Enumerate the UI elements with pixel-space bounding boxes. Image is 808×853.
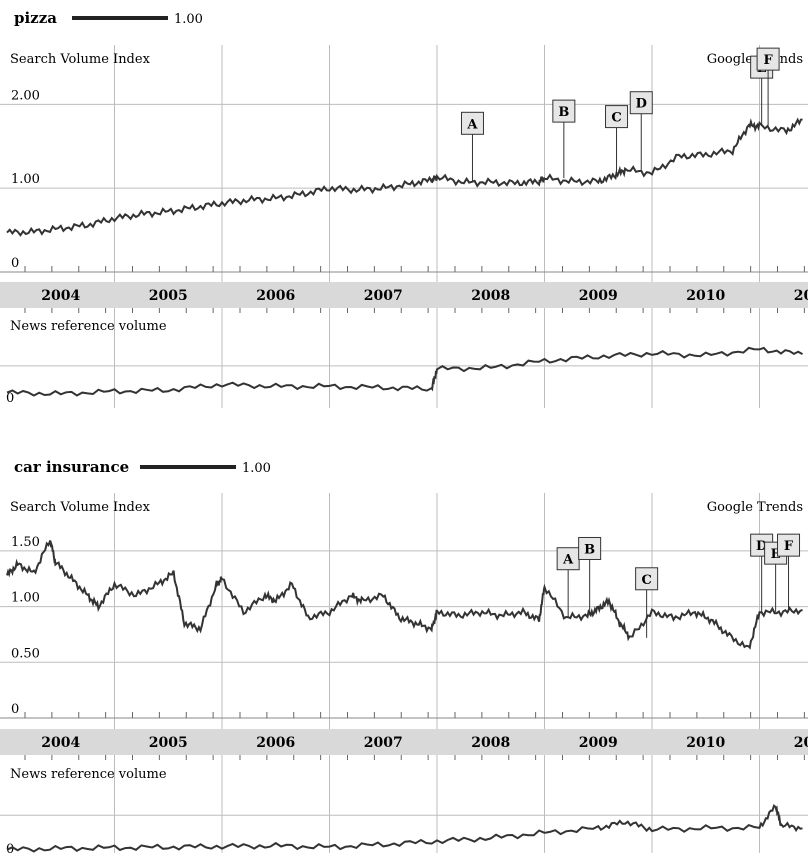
car-insurance-annotation-label: C xyxy=(641,573,651,588)
pizza-news-zero: 0 xyxy=(6,391,14,406)
pizza-year-label: 2008 xyxy=(471,288,510,304)
car-insurance-trends-chart: car insurance 1.00 Search Volume Index Goog… xyxy=(0,458,808,853)
car-insurance-annotation-label: B xyxy=(584,542,595,557)
pizza-year-label: 2005 xyxy=(149,288,188,304)
car-insurance-ytick-label: 0.50 xyxy=(11,646,40,661)
pizza-ylabel: Search Volume Index xyxy=(10,52,151,67)
pizza-year-label: 2006 xyxy=(256,288,295,304)
pizza-year-band xyxy=(0,282,808,308)
car-insurance-news-label: News reference volume xyxy=(10,767,167,782)
car-insurance-news-line xyxy=(6,803,803,853)
car-insurance-year-label: 2006 xyxy=(256,735,295,751)
car-insurance-year-label: 2011 xyxy=(794,735,808,751)
car-insurance-annotation-label: E xyxy=(771,547,781,562)
car-insurance-year-band xyxy=(0,729,808,755)
car-insurance-year-label: 2007 xyxy=(364,735,403,751)
car-insurance-brand: Google Trends xyxy=(707,500,803,515)
car-insurance-annotation-box xyxy=(777,533,801,557)
car-insurance-annotation-box xyxy=(635,567,659,591)
pizza-search-line xyxy=(6,117,803,237)
pizza-annotation-label: C xyxy=(611,111,621,126)
car-insurance-legend-value: 1.00 xyxy=(242,461,271,476)
car-insurance-year-label: 2010 xyxy=(686,735,725,751)
car-insurance-ylabel: Search Volume Index xyxy=(10,500,151,515)
pizza-annotation-label: D xyxy=(636,97,647,112)
pizza-news-label: News reference volume xyxy=(10,319,167,334)
pizza-annotation-label: F xyxy=(763,53,773,68)
pizza-title: pizza xyxy=(14,9,57,27)
pizza-annotation-box xyxy=(756,47,780,71)
car-insurance-year-label: 2008 xyxy=(471,735,510,751)
pizza-annotation-box xyxy=(460,111,484,135)
pizza-ytick-label: 2.00 xyxy=(11,88,40,103)
pizza-news-line xyxy=(6,346,803,397)
pizza-ytick-label: 1.00 xyxy=(11,172,40,187)
pizza-ytick-label: 0 xyxy=(11,256,19,271)
pizza-year-label: 2011 xyxy=(794,288,808,304)
car-insurance-ytick-label: 1.00 xyxy=(11,591,40,606)
pizza-year-label: 2009 xyxy=(579,288,618,304)
car-insurance-year-label: 2004 xyxy=(41,735,80,751)
pizza-year-label: 2010 xyxy=(686,288,725,304)
pizza-trends-panel: pizza 1.00 Search Volume Index Google Trend… xyxy=(0,0,808,420)
car-insurance-title: car insurance xyxy=(14,458,129,476)
car-insurance-search-line xyxy=(6,539,803,650)
pizza-legend-value: 1.00 xyxy=(174,12,203,27)
pizza-year-label: 2007 xyxy=(364,288,403,304)
pizza-annotation-box xyxy=(605,105,629,129)
car-insurance-ytick-label: 0 xyxy=(11,702,19,717)
car-insurance-year-label: 2005 xyxy=(149,735,188,751)
pizza-annotation-label: B xyxy=(558,105,569,120)
car-insurance-annotation-label: D xyxy=(756,539,767,554)
car-insurance-annotation-label: F xyxy=(784,539,794,554)
pizza-annotation-box xyxy=(629,91,653,115)
pizza-year-label: 2004 xyxy=(41,288,80,304)
car-insurance-annotation-box xyxy=(578,536,602,560)
car-insurance-annotation-label: A xyxy=(562,553,574,568)
car-insurance-year-label: 2009 xyxy=(579,735,618,751)
car-insurance-trends-panel: car insurance 1.00 Search Volume Index Goog… xyxy=(0,453,808,853)
pizza-annotation-box xyxy=(552,99,576,123)
car-insurance-ytick-label: 1.50 xyxy=(11,535,40,550)
pizza-annotation-label: A xyxy=(466,117,478,132)
